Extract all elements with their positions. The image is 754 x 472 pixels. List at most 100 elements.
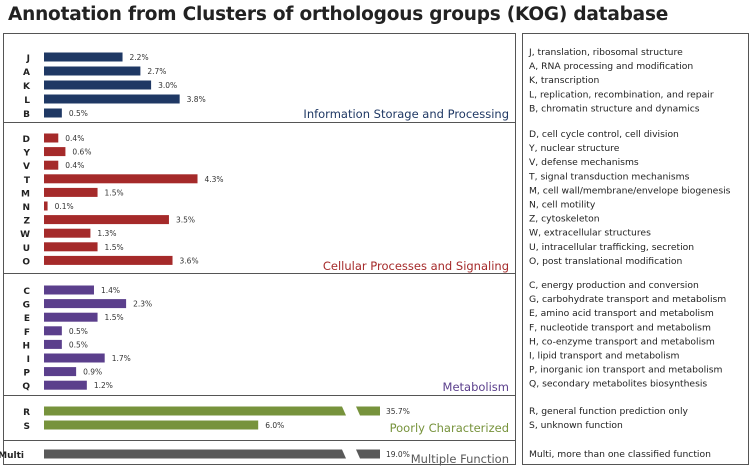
bar-o [44,255,173,265]
group-title-information-storage-and-processing: Information Storage and Processing [303,107,509,121]
bar-d [44,133,59,143]
value-label-y: 0.6% [72,148,91,157]
legend-item-p: P, inorganic ion transport and metabolis… [529,365,722,376]
bar-i [44,353,105,363]
legend-item-w: W, extracellular structures [529,228,651,239]
bar-k [44,80,152,90]
legend-item-j: J, translation, ribosomal structure [528,47,683,58]
category-code-j: J [26,54,30,64]
bar-l [44,94,180,104]
bar-w [44,228,91,238]
legend-item-t: T, signal transduction mechanisms [528,171,690,182]
legend-frame [522,33,749,465]
category-code-l: L [24,96,30,106]
value-label-l: 3.8% [187,95,206,104]
category-code-b: B [23,110,30,120]
category-code-q: Q [22,382,30,392]
bar-z [44,215,169,225]
bar-a [44,66,141,76]
group-title-multiple-function: Multiple Function [411,452,509,466]
bar-m [44,187,98,197]
value-label-n: 0.1% [55,202,74,211]
bar-j [44,52,123,62]
group-title-cellular-processes-and-signaling: Cellular Processes and Signaling [323,259,509,273]
bar-c [44,285,94,295]
bar-q [44,380,87,390]
legend-item-q: Q, secondary metabolites biosynthesis [529,379,707,390]
bar-multi [44,449,346,459]
legend-item-u: U, intracellular trafficking, secretion [529,242,694,253]
value-label-f: 0.5% [69,327,88,336]
category-code-v: V [23,162,30,172]
bar-u [44,242,98,252]
bar-h [44,339,62,349]
value-label-b: 0.5% [69,109,88,118]
category-code-m: M [21,189,30,199]
category-code-z: Z [23,217,30,227]
legend-item-a: A, RNA processing and modification [529,61,693,72]
bar-f [44,326,62,336]
value-label-c: 1.4% [101,286,120,295]
category-code-y: Y [22,149,30,159]
chart-frame [3,33,516,465]
category-code-e: E [24,314,30,324]
bar-stub-r [356,406,380,416]
bar-e [44,312,98,322]
legend-item-multi: Multi, more than one classified function [529,449,711,460]
value-label-r: 35.7% [386,407,410,416]
value-label-w: 1.3% [97,229,116,238]
value-label-t: 4.3% [205,175,224,184]
legend-item-s: S, unknown function [529,420,623,431]
chart-title: Annotation from Clusters of orthologous … [8,4,669,25]
category-code-a: A [23,68,30,78]
legend-item-c: C, energy production and conversion [529,280,699,291]
value-label-e: 1.5% [105,313,124,322]
legend-item-e: E, amino acid transport and metabolism [529,308,714,319]
bar-v [44,160,59,170]
category-code-r: R [23,408,30,418]
value-label-multi: 19.0% [386,450,410,459]
legend-item-o: O, post translational modification [529,256,683,267]
value-label-o: 3.6% [180,256,199,265]
value-label-j: 2.2% [130,53,149,62]
category-code-c: C [23,287,30,297]
bar-g [44,299,127,309]
category-code-n: N [22,203,30,213]
legend-item-h: H, co-enzyme transport and metabolism [529,336,715,347]
legend-item-v: V, defense mechanisms [529,157,639,168]
value-label-u: 1.5% [105,243,124,252]
category-code-o: O [22,257,30,267]
value-label-p: 0.9% [83,368,102,377]
legend-item-b: B, chromatin structure and dynamics [529,103,700,114]
legend-item-i: I, lipid transport and metabolism [529,351,680,362]
value-label-a: 2.7% [147,67,166,76]
value-label-h: 0.5% [69,340,88,349]
category-code-u: U [23,244,30,254]
legend-item-r: R, general function prediction only [529,406,689,417]
category-code-h: H [22,341,30,351]
category-code-w: W [20,230,30,240]
legend-item-z: Z, cytoskeleton [529,214,600,225]
category-code-g: G [23,301,30,311]
group-title-metabolism: Metabolism [443,380,509,394]
category-code-i: I [27,355,30,365]
category-code-t: T [24,176,31,186]
legend-item-y: Y, nuclear structure [528,143,620,154]
legend-item-f: F, nucleotide transport and metabolism [529,322,711,333]
value-label-z: 3.5% [176,216,195,225]
bar-p [44,367,77,377]
value-label-q: 1.2% [94,381,113,390]
legend-item-m: M, cell wall/membrane/envelope biogenesi… [529,185,731,196]
value-label-i: 1.7% [112,354,131,363]
value-label-k: 3.0% [158,81,177,90]
category-code-s: S [24,422,30,432]
legend-item-n: N, cell motility [529,200,596,211]
bar-t [44,174,198,184]
category-code-multi: Multi [0,451,24,461]
bar-s [44,420,259,430]
category-code-k: K [23,82,31,92]
legend-item-l: L, replication, recombination, and repai… [529,89,714,100]
value-label-s: 6.0% [265,421,284,430]
bar-b [44,108,62,118]
